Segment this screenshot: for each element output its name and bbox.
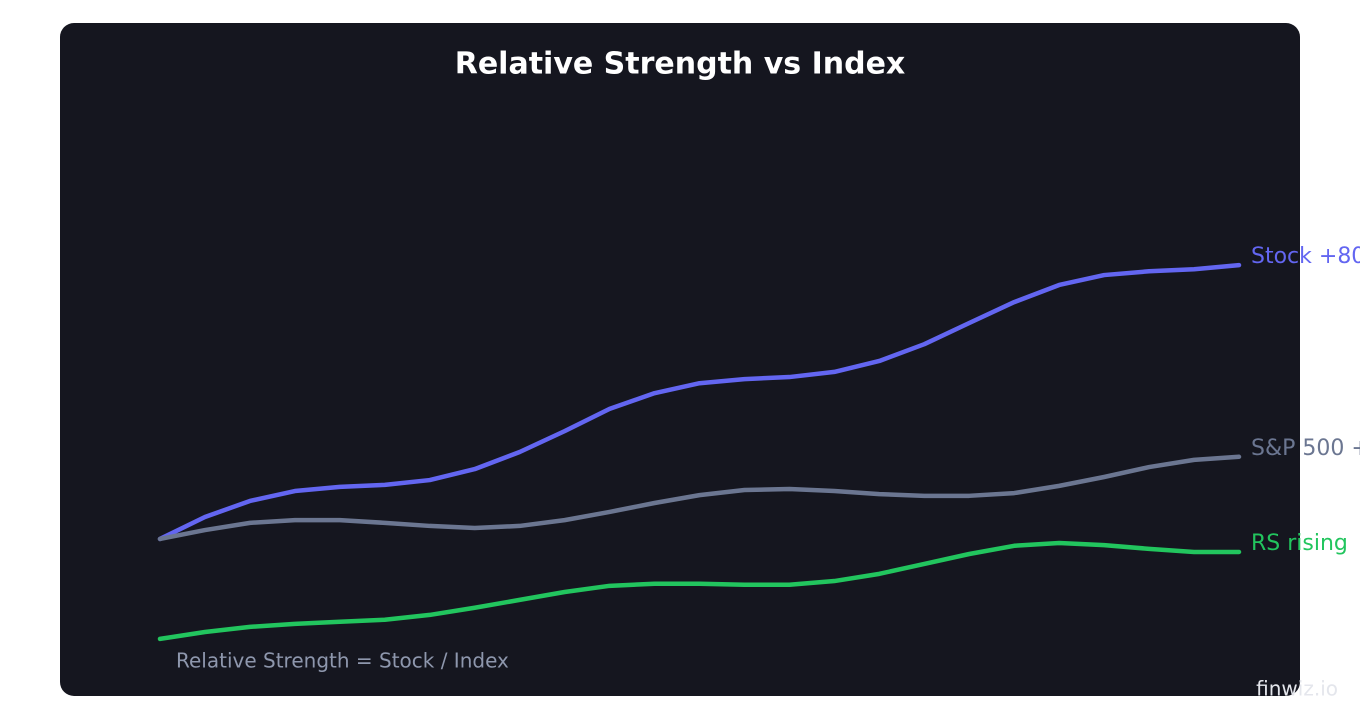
chart-title: Relative Strength vs Index [455,47,906,82]
series-label: RS rising [1251,531,1348,556]
series-line [157,540,1242,642]
series-label: S&P 500 + [1251,436,1360,461]
series-label: Stock +80 [1251,244,1360,269]
annotation: Relative Strength = Stock / Index [176,649,509,673]
series-line [157,454,1242,542]
watermark: finwiz.io [1256,677,1338,701]
card [60,23,1300,696]
series-line [157,262,1242,542]
